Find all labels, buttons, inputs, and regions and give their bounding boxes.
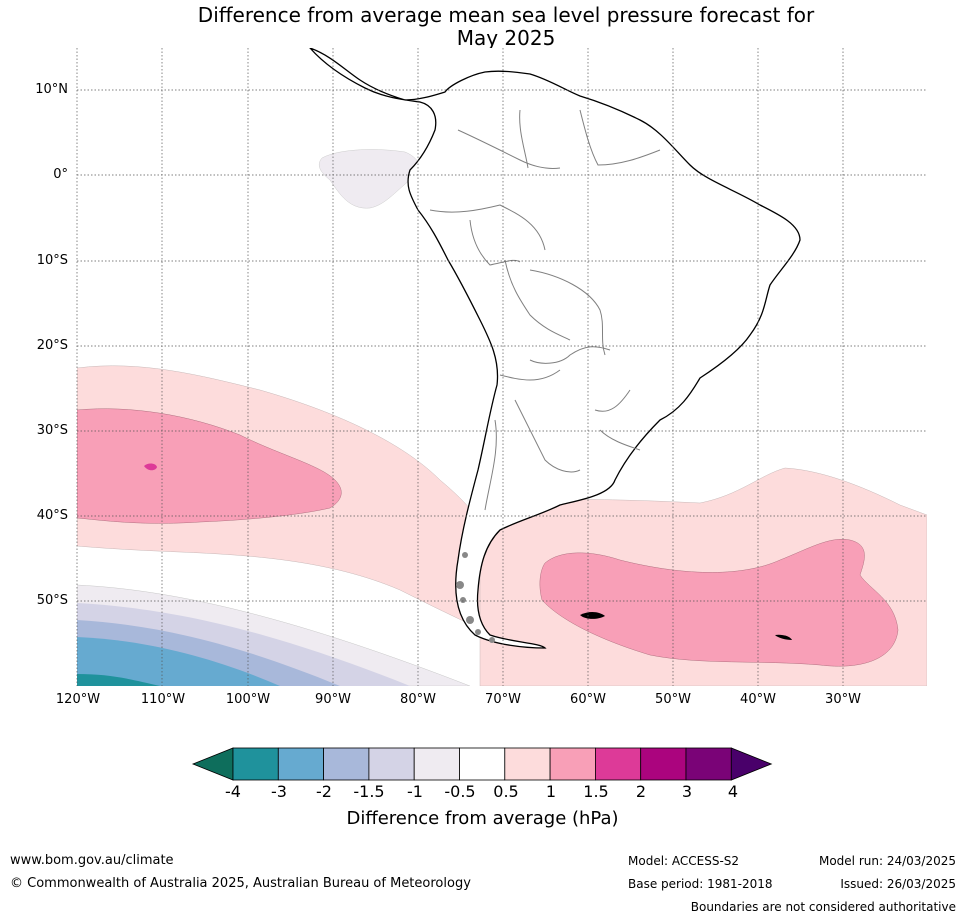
- colorbar-tick-label: 4: [727, 782, 739, 801]
- footer-model: Model: ACCESS-S2: [628, 854, 740, 868]
- colorbar: [191, 747, 773, 781]
- map-title-line1: Difference from average mean sea level p…: [197, 3, 815, 27]
- colorbar-title: Difference from average (hPa): [346, 808, 619, 829]
- map-title-line2: May 2025: [456, 26, 556, 50]
- colorbar-extend-low: [191, 747, 234, 781]
- lat-label-50s: 50°S: [36, 593, 68, 608]
- colorbar-segment: [685, 747, 732, 781]
- contour-pos-1-east: [539, 538, 899, 667]
- colorbar-segment: [368, 747, 415, 781]
- footer-url[interactable]: www.bom.gov.au/climate: [10, 853, 174, 868]
- south-georgia: [775, 634, 792, 640]
- footer-copyright: © Commonwealth of Australia 2025, Austra…: [10, 876, 471, 891]
- contour-neg-3: [77, 674, 160, 686]
- colorbar-tick-label: -2: [316, 782, 332, 801]
- lon-label-30w: 30°W: [825, 692, 861, 707]
- contour-neg-0p5-pacific: [319, 149, 420, 209]
- lat-label-30s: 30°S: [36, 423, 68, 438]
- south-america-coastline: [309, 48, 801, 649]
- colorbar-extend-high: [730, 747, 773, 781]
- colorbar-tick-label: -4: [225, 782, 241, 801]
- falkland-islands: [580, 612, 605, 619]
- lat-label-20s: 20°S: [36, 338, 68, 353]
- colorbar-tick-label: -1.5: [353, 782, 385, 801]
- chile-archipelago: [456, 552, 495, 643]
- footer-base-period: Base period: 1981-2018: [628, 877, 773, 891]
- lon-label-90w: 90°W: [315, 692, 351, 707]
- colorbar-tick-label: 1: [545, 782, 557, 801]
- colorbar-tick-label: 2: [635, 782, 647, 801]
- contour-pos-1p5-west: [144, 463, 157, 471]
- colorbar-segment: [549, 747, 596, 781]
- lat-label-40s: 40°S: [36, 508, 68, 523]
- contour-pos-1-west: [77, 408, 342, 524]
- lon-label-70w: 70°W: [485, 692, 521, 707]
- lon-label-110w: 110°W: [140, 692, 186, 707]
- lat-label-10s: 10°S: [36, 253, 68, 268]
- colorbar-segment: [640, 747, 687, 781]
- colorbar-tick-label: 1.5: [583, 782, 609, 801]
- colorbar-segment: [323, 747, 370, 781]
- colorbar-tick-label: -1: [407, 782, 423, 801]
- contour-neg-2: [77, 637, 280, 686]
- lat-label-0: 0°: [53, 167, 68, 182]
- colorbar-segment: [277, 747, 325, 781]
- footer-model-run: Model run: 24/03/2025: [818, 854, 956, 868]
- gridlines: [76, 48, 927, 686]
- colorbar-segment: [232, 747, 279, 781]
- map-title: Difference from average mean sea level p…: [0, 4, 965, 50]
- lat-label-10n: 10°N: [35, 82, 68, 97]
- colorbar-tick-label: 3: [681, 782, 693, 801]
- lon-label-60w: 60°W: [570, 692, 606, 707]
- lon-label-120w: 120°W: [55, 692, 101, 707]
- lon-label-40w: 40°W: [740, 692, 776, 707]
- pressure-anomaly-map: [76, 48, 927, 686]
- lon-label-50w: 50°W: [655, 692, 691, 707]
- footer-disclaimer: Boundaries are not considered authoritat…: [690, 900, 956, 914]
- colorbar-segment: [413, 747, 460, 781]
- colorbar-segment: [504, 747, 551, 781]
- colorbar-tick-label: -0.5: [444, 782, 476, 801]
- colorbar-tick-label: -3: [271, 782, 287, 801]
- colorbar-segment: [459, 747, 506, 781]
- footer-issued: Issued: 26/03/2025: [840, 877, 956, 891]
- colorbar-segment: [594, 747, 642, 781]
- lon-label-100w: 100°W: [225, 692, 271, 707]
- lon-label-80w: 80°W: [400, 692, 436, 707]
- colorbar-tick-label: 0.5: [493, 782, 519, 801]
- country-borders: [429, 109, 661, 511]
